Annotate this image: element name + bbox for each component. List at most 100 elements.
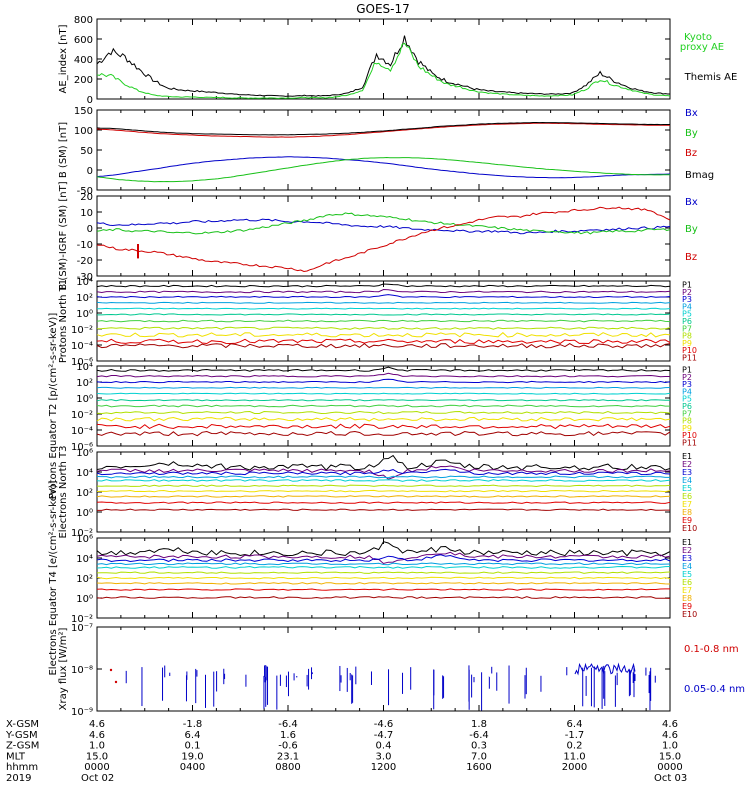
y-tick-label: 10⁻² <box>71 528 93 539</box>
y-axis-label: Protons North T1 <box>58 279 69 363</box>
channel-e8 <box>96 495 671 498</box>
y-ticks: 10⁶ 10⁴ 10² 10⁰ 10⁻² <box>71 448 671 539</box>
y-tick-label: 10⁰ <box>76 508 93 519</box>
panel-electrons_t3: Electrons North T3 10⁶ 10⁴ 10² 10⁰ 10⁻² E1E2E3… <box>58 445 697 539</box>
panel-frame <box>96 280 671 362</box>
channel-e8 <box>96 582 671 585</box>
legend-entry: E6 <box>682 578 692 587</box>
legend-entry: E10 <box>682 610 697 619</box>
x-row-value: Oct 03 <box>654 773 687 784</box>
channel-p10 <box>96 423 671 430</box>
panel-protons_t1: Protons North T1 10⁴10²10⁰10⁻²10⁻⁴10⁻⁶P1P… <box>58 277 697 368</box>
x-row-value: 0.1 <box>185 741 201 752</box>
channel-e7 <box>96 576 671 580</box>
channel-e6 <box>96 484 671 488</box>
legend-entry: P4 <box>682 387 692 396</box>
y-axis-label: B (SM)-IGRF (SM) [nT] <box>58 181 69 290</box>
channel-e10 <box>97 508 670 511</box>
x-row-value: 2000 <box>562 762 587 773</box>
y-ticks: 800 600 400 200 0 <box>74 15 671 106</box>
legend-entry: E7 <box>682 500 692 509</box>
y-tick-label: 10² <box>76 293 93 304</box>
y-tick-label: 400 <box>74 55 93 66</box>
y-tick-label: 10⁶ <box>76 448 93 459</box>
channel-e2 <box>96 551 671 565</box>
y-tick-label: -30 <box>77 272 93 283</box>
y-axis-label: Xray flux [W/m²] <box>58 628 69 711</box>
channel-p1 <box>96 366 671 372</box>
x-axis-ephemeris-table: X-GSMY-GSMZ-GSMMLThhmm20194.64.61.015.00… <box>5 719 687 784</box>
x-row-value: -6.4 <box>469 730 489 741</box>
channel-e7 <box>96 489 671 493</box>
y-tick-label: 150 <box>74 106 93 117</box>
legend-entry: E5 <box>682 484 692 493</box>
channel-e6 <box>96 571 671 574</box>
legend-entry: E4 <box>682 476 692 485</box>
y-tick-label: -10 <box>77 240 93 251</box>
x-row-value: 1.0 <box>89 741 105 752</box>
series-by <box>96 156 670 183</box>
legend-entry: E10 <box>682 524 697 533</box>
y-tick-label: -50 <box>77 186 93 197</box>
y-tick-label: 10⁴ <box>76 554 93 565</box>
x-row-value: 0800 <box>275 762 300 773</box>
legend-entry: P10 <box>682 346 697 355</box>
x-row-value: 1200 <box>371 762 396 773</box>
y-axis-label: Protons Equator T2 [p/(cm²-s-sr-keV)] <box>48 313 59 500</box>
channel-e1 <box>96 454 671 471</box>
y-tick-label: 10⁻² <box>71 325 93 336</box>
legend-entry: P9 <box>682 339 692 348</box>
y-tick-label: 10⁻⁶ <box>71 357 93 368</box>
x-row-value: Oct 02 <box>81 773 114 784</box>
x-row-value: 0.3 <box>471 741 487 752</box>
y-tick-label: 100 <box>74 126 93 137</box>
x-row-value: 15.0 <box>86 751 108 762</box>
legend-entry: E8 <box>682 594 692 603</box>
legend-entry: Bz <box>685 252 697 263</box>
legend-entry: P7 <box>682 324 692 333</box>
xray-long-sample <box>109 668 113 672</box>
y-tick-label: 10² <box>76 574 93 585</box>
legend-entry: P11 <box>682 353 697 362</box>
y-tick-label: 10⁰ <box>76 309 93 320</box>
series-bmag <box>96 121 670 136</box>
x-row-value: 1.6 <box>280 730 296 741</box>
plot-title: GOES-17 <box>356 2 410 16</box>
channel-p8 <box>96 326 671 330</box>
y-axis-label: AE_index [nT] <box>58 24 69 93</box>
x-row-value: 3.0 <box>376 751 392 762</box>
channel-p9 <box>96 416 671 422</box>
legend-entry: E4 <box>682 562 692 571</box>
channel-e5 <box>96 479 671 482</box>
legend-entry: E1 <box>682 452 692 461</box>
legend-entry: E3 <box>682 468 692 477</box>
y-tick-label: 0 <box>87 166 93 177</box>
y-tick-label: 10⁶ <box>76 534 93 545</box>
y-ticks: 10⁶ 10⁴ 10² 10⁰ 10⁻² <box>71 534 671 625</box>
x-row-value: 11.0 <box>563 751 585 762</box>
y-tick-label: 0 <box>87 224 93 235</box>
y-tick-label: 10⁻⁶ <box>71 442 93 453</box>
x-row-value: 6.4 <box>567 719 583 730</box>
legend-entry: E5 <box>682 570 692 579</box>
legend-entry: P8 <box>682 332 692 341</box>
legend-entry: P6 <box>682 317 692 326</box>
legend-entry: E9 <box>682 602 692 611</box>
legend-entry: P9 <box>682 424 692 433</box>
legend-entry: Kyoto <box>684 32 712 43</box>
channel-e9 <box>96 588 670 591</box>
legend-entry: P1 <box>682 366 692 375</box>
y-tick-label: 10⁴ <box>76 277 93 288</box>
channel-p3 <box>96 378 671 384</box>
y-ticks: 10⁴ 10² 10⁰ 10⁻² 10⁻⁴ 10⁻⁶ <box>71 277 671 368</box>
legend-entry: E3 <box>682 554 692 563</box>
x-row-value: 15.0 <box>659 751 681 762</box>
legend-entry: P8 <box>682 417 692 426</box>
channel-p5 <box>96 392 671 395</box>
